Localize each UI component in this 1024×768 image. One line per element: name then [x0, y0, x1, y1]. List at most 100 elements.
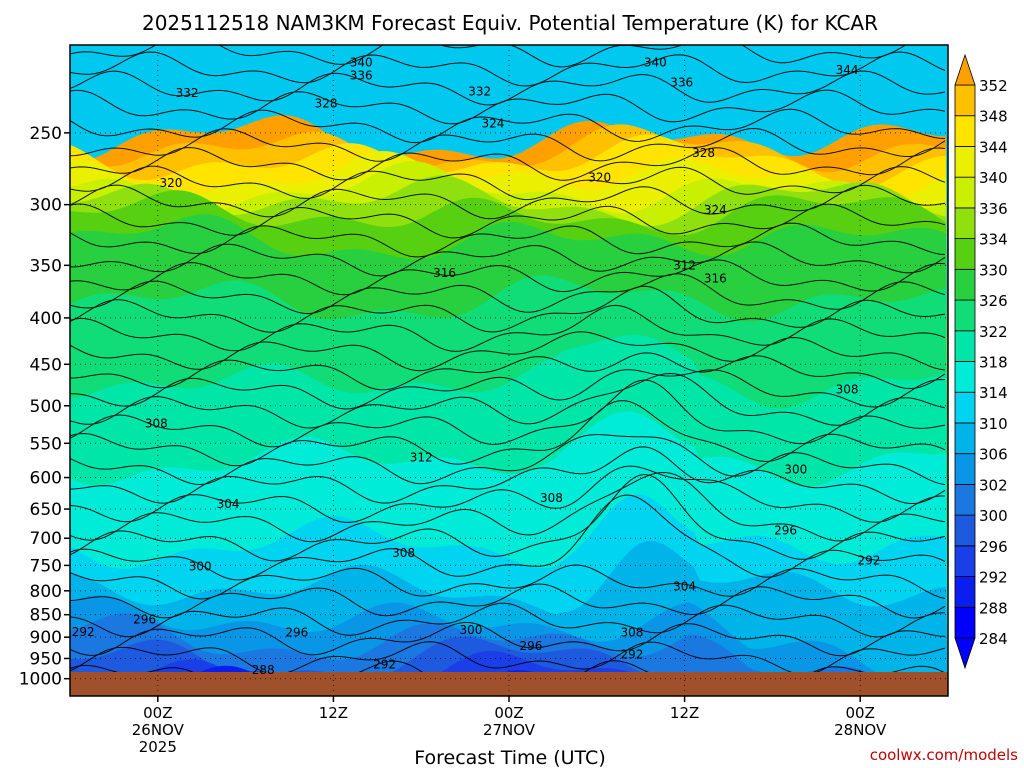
colorbar-label: 318: [979, 354, 1008, 372]
contour-label: 292: [858, 554, 881, 568]
contour-label: 296: [133, 613, 156, 627]
colorbar-label: 296: [979, 538, 1008, 556]
colorbar-segment: [954, 268, 976, 301]
x-tick-label: 28NOV: [834, 721, 887, 739]
contour-label: 312: [673, 258, 696, 272]
x-tick-label: 26NOV: [132, 721, 185, 739]
colorbar-max-arrow: [954, 53, 976, 86]
contour-label: 316: [704, 272, 727, 286]
y-tick-label: 750: [30, 556, 62, 576]
colorbar-label: 314: [979, 384, 1008, 402]
contour-line: [70, 465, 945, 523]
contour-line: [70, 621, 946, 657]
contour-line: [70, 165, 946, 201]
contour-label: 332: [176, 86, 199, 100]
contour-label: 296: [519, 639, 542, 653]
colorbar-segment: [954, 483, 976, 516]
y-tick-label: 250: [30, 124, 62, 144]
colorbar-label: 348: [979, 108, 1008, 126]
x-tick-label: 12Z: [670, 704, 699, 722]
colorbar: 284 288 292 296 300 302 306 310 314 318 322 326 330 3…: [954, 53, 1008, 670]
contour-line: [70, 446, 946, 504]
contour-label: 308: [620, 625, 643, 639]
contour-line: [70, 304, 946, 352]
contour-label: 308: [392, 546, 415, 560]
grid-lines: [70, 45, 948, 696]
contour-label: 336: [670, 76, 693, 90]
y-tick-label: 600: [30, 469, 62, 489]
colorbar-segment: [954, 238, 976, 270]
contour-label: 332: [468, 84, 491, 98]
contour-line: [70, 273, 946, 314]
contour-label: 312: [410, 450, 433, 464]
y-tick-label: 350: [30, 256, 62, 276]
contour-label: 288: [252, 663, 275, 677]
contour-label: 340: [350, 55, 373, 69]
contour-label: 324: [704, 203, 727, 217]
colorbar-label: 302: [979, 476, 1008, 494]
colorbar-label: 330: [979, 261, 1008, 279]
colorbar-segment: [954, 606, 976, 639]
contour-label: 292: [72, 625, 95, 639]
contour-label: 296: [285, 625, 308, 639]
contour-label: 344: [836, 63, 859, 77]
contour-label: 320: [588, 170, 611, 184]
contour-line: [70, 51, 946, 87]
colorbar-segment: [954, 84, 976, 117]
contour-line: [70, 203, 946, 239]
y-tick-label: 400: [30, 309, 62, 329]
colorbar-segment: [954, 545, 976, 577]
y-tick-label: 1000: [19, 670, 62, 690]
x-tick-label: 27NOV: [483, 721, 536, 739]
contour-label: 292: [373, 658, 396, 672]
contour-label: 300: [189, 559, 212, 573]
contour-line: [70, 352, 946, 391]
colorbar-label: 310: [979, 415, 1008, 433]
y-tick-label: 900: [30, 628, 62, 648]
colorbar-segment: [954, 146, 976, 178]
y-tick-label: 800: [30, 582, 62, 602]
contour-line: [70, 146, 946, 181]
theta-e-field: [70, 115, 948, 696]
contour-line: [70, 45, 907, 68]
contour-line: [70, 434, 946, 486]
credit-label: coolwx.com/models: [870, 746, 1018, 764]
colorbar-label: 340: [979, 169, 1008, 187]
contour-line: [70, 285, 946, 333]
contour-label: 304: [217, 497, 240, 511]
y-tick-label: 550: [30, 434, 62, 454]
colorbar-segment: [954, 176, 976, 209]
colorbar-label: 292: [979, 569, 1008, 587]
colorbar-label: 352: [979, 77, 1008, 95]
contour-line: [70, 89, 946, 125]
colorbar-min-arrow: [954, 637, 976, 670]
contour-label: 304: [673, 579, 696, 593]
contour-label: 292: [620, 648, 643, 662]
contour-line: [70, 108, 946, 144]
colorbar-label: 326: [979, 292, 1008, 310]
x-tick-label: 00Z: [846, 704, 875, 722]
contour-line: [70, 369, 946, 410]
colorbar-label: 306: [979, 446, 1008, 464]
y-tick-label: 650: [30, 500, 62, 520]
contour-label: 300: [460, 623, 483, 637]
colorbar-segment: [954, 514, 976, 547]
contour-line: [70, 241, 946, 277]
contour-label: 308: [145, 416, 168, 430]
contour-line: [70, 602, 945, 638]
contour-line: [70, 127, 946, 162]
x-tick-label: 00Z: [143, 704, 172, 722]
colorbar-segment: [954, 299, 976, 332]
contour-line: [70, 372, 946, 429]
y-tick-label: 300: [30, 196, 62, 216]
contour-label: 324: [481, 116, 504, 130]
colorbar-segment: [954, 361, 976, 393]
contour-line: [70, 471, 946, 543]
colorbar-segment: [954, 330, 976, 362]
y-tick-label: 700: [30, 529, 62, 549]
y-tick-label: 450: [30, 355, 62, 375]
colorbar-segment: [954, 576, 976, 608]
